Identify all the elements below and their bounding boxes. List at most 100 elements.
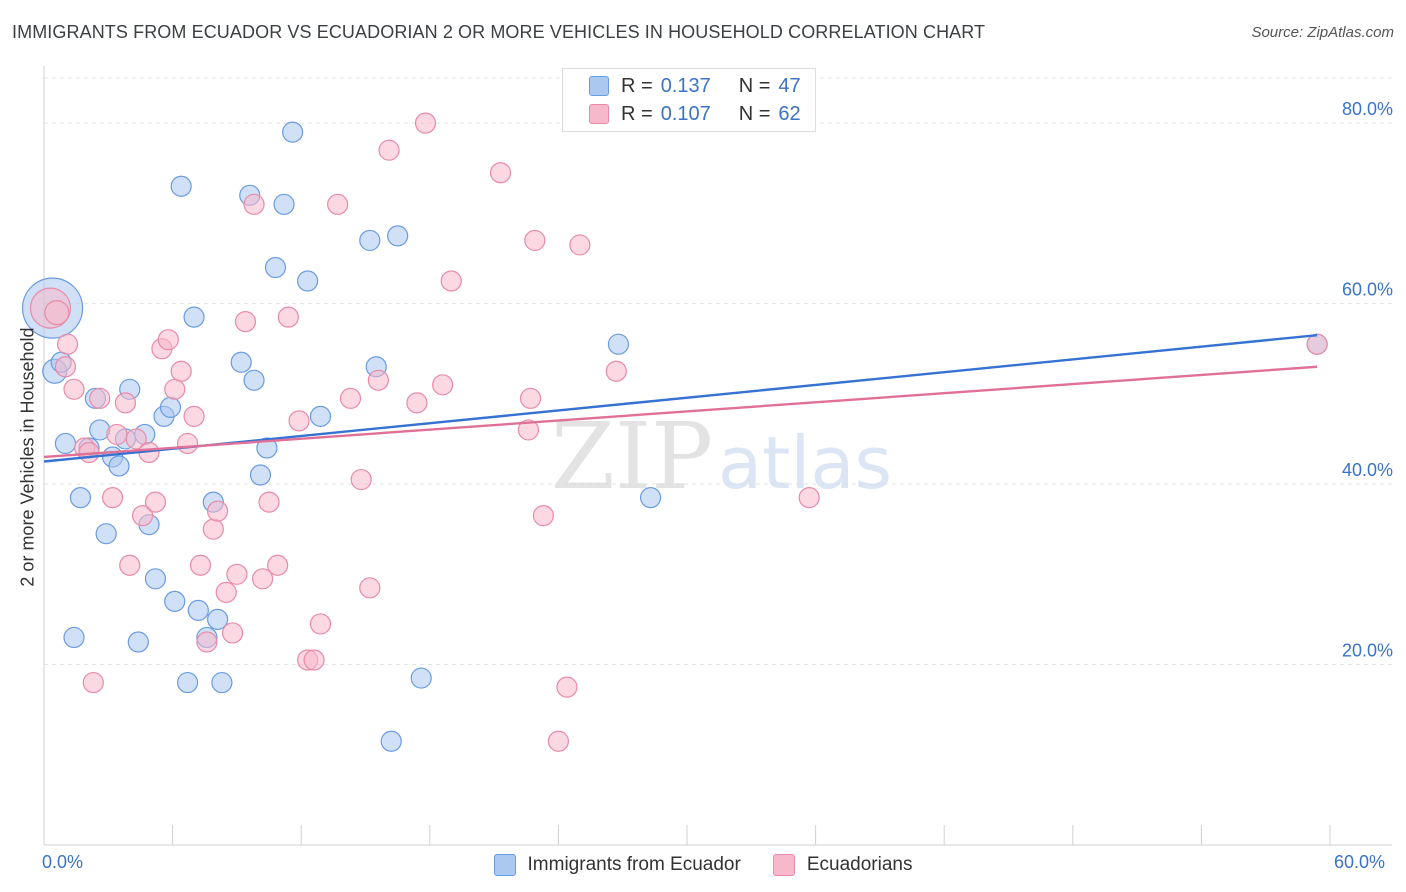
data-point: [144, 568, 167, 590]
data-point: [607, 333, 630, 355]
data-point: [1306, 333, 1328, 355]
data-point: [159, 396, 182, 418]
data-point: [303, 649, 325, 671]
series-legend: Immigrants from Ecuador Ecuadorians: [0, 852, 1406, 878]
data-point: [164, 590, 186, 612]
y-tick-label: 40.0%: [1342, 460, 1393, 480]
data-point: [605, 360, 627, 382]
r-value: 0.137: [660, 74, 711, 97]
r-label: R =: [621, 74, 653, 97]
data-point: [215, 581, 237, 603]
data-point: [95, 523, 117, 545]
data-point: [256, 437, 278, 459]
watermark-zip: ZIP: [551, 403, 713, 510]
data-point: [410, 667, 432, 689]
data-point: [131, 505, 154, 527]
y-tick-labels: 20.0% 40.0% 60.0% 80.0%: [1342, 99, 1393, 660]
data-point: [125, 428, 147, 450]
legend-item-immigrants-from-ecuador: Immigrants from Ecuador: [493, 854, 741, 876]
data-point: [288, 410, 310, 432]
data-point: [297, 270, 319, 292]
data-point: [101, 486, 124, 509]
data-point: [234, 311, 257, 333]
data-point: [177, 432, 199, 455]
y-axis-label: 2 or more Vehicles in Household: [17, 327, 38, 587]
data-point: [309, 405, 332, 427]
data-point: [202, 518, 224, 540]
r-value: 0.107: [660, 102, 711, 125]
data-point: [119, 554, 141, 576]
data-point: [207, 500, 229, 522]
data-point: [114, 392, 137, 414]
n-value: 62: [778, 102, 801, 125]
data-point: [339, 387, 362, 409]
data-point: [63, 378, 85, 400]
data-point: [222, 622, 244, 644]
n-label: N =: [738, 74, 771, 97]
legend-label: Immigrants from Ecuador: [527, 854, 741, 875]
data-point: [378, 139, 400, 161]
data-point: [127, 631, 149, 653]
data-point: [63, 626, 85, 649]
data-point: [639, 486, 662, 509]
data-point: [406, 392, 428, 414]
data-point: [517, 419, 539, 441]
data-point: [387, 225, 409, 247]
data-point: [249, 464, 272, 486]
data-point: [414, 112, 437, 134]
blue-swatch: [589, 76, 609, 96]
r-label: R =: [621, 102, 653, 125]
data-point: [264, 256, 287, 279]
data-point: [157, 329, 179, 351]
data-point: [69, 486, 92, 509]
data-point: [170, 175, 192, 197]
axes: [43, 66, 1392, 846]
data-point: [252, 568, 274, 590]
data-point: [367, 369, 389, 391]
trend-lines: [43, 333, 1318, 463]
legend-item-ecuadorians: Ecuadorians: [772, 854, 913, 876]
data-point: [144, 491, 167, 513]
points-ecuadorians: [29, 112, 1328, 752]
data-point: [108, 455, 130, 477]
y-tick-label: 60.0%: [1342, 280, 1393, 300]
trend-line-immigrants-from-ecuador: [43, 333, 1318, 463]
data-point: [243, 369, 265, 391]
points-immigrants-from-ecuador: [21, 121, 1328, 752]
stats-legend-row-blue: R = 0.137 N = 47: [589, 73, 801, 99]
data-point: [569, 234, 591, 256]
data-point: [258, 491, 280, 513]
data-point: [196, 631, 218, 653]
data-point: [56, 333, 79, 355]
data-point: [243, 193, 265, 215]
trend-line-ecuadorians: [43, 365, 1318, 459]
chart-title: IMMIGRANTS FROM ECUADOR VS ECUADORIAN 2 …: [12, 22, 986, 42]
data-point: [350, 468, 372, 491]
data-point: [177, 671, 199, 694]
watermark: ZIP atlas: [551, 403, 892, 510]
data-point: [798, 486, 820, 509]
data-point: [432, 374, 454, 396]
data-point: [282, 121, 304, 143]
source-label: Source: ZipAtlas.com: [1251, 24, 1394, 41]
data-point: [380, 730, 402, 752]
data-point: [532, 505, 554, 527]
data-point: [82, 671, 104, 694]
n-value: 47: [778, 74, 801, 97]
data-point: [226, 563, 248, 585]
data-point: [489, 162, 512, 184]
pink-swatch: [589, 104, 609, 124]
data-point: [273, 193, 295, 215]
data-point: [524, 229, 546, 252]
y-tick-label: 20.0%: [1342, 641, 1393, 661]
data-point: [106, 423, 128, 446]
data-point: [519, 387, 542, 409]
data-point: [277, 306, 299, 328]
data-point: [189, 554, 212, 576]
x-tick-label-min: 0.0%: [42, 852, 84, 872]
legend-label: Ecuadorians: [806, 854, 913, 875]
data-point: [359, 229, 381, 252]
blue-swatch: [493, 854, 516, 876]
data-point: [44, 300, 70, 326]
data-point: [54, 356, 77, 378]
